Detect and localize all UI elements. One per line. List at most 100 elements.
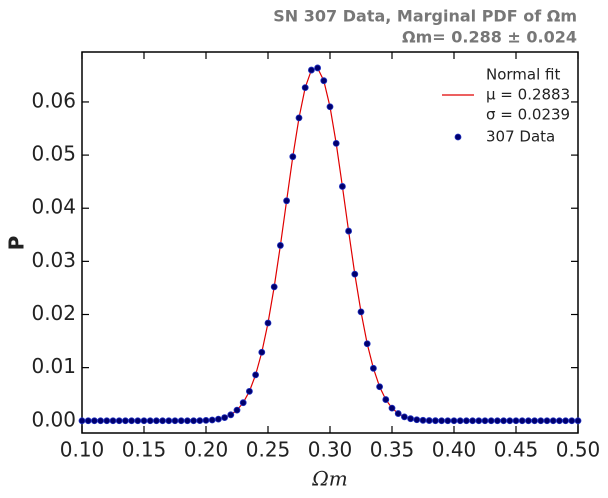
y-tick-label: 0.05: [31, 142, 76, 166]
data-point: [481, 417, 489, 425]
data-point: [456, 417, 464, 425]
y-tick-label: 0.04: [31, 195, 76, 219]
data-point: [400, 413, 408, 421]
x-tick-label: 0.30: [308, 438, 353, 462]
data-point: [208, 416, 216, 424]
data-point: [183, 417, 191, 425]
data-point: [438, 417, 446, 425]
data-point: [233, 406, 241, 414]
data-point: [171, 417, 179, 425]
data-point: [369, 364, 377, 372]
x-axis-label: Ωm: [311, 467, 348, 491]
data-point: [270, 283, 278, 291]
data-point: [332, 139, 340, 147]
data-point: [531, 417, 538, 425]
data-point: [134, 417, 142, 425]
data-point: [301, 84, 309, 92]
data-point: [431, 417, 439, 425]
data-point: [252, 371, 260, 379]
data-point: [462, 417, 470, 425]
x-tick-label: 0.25: [246, 438, 291, 462]
data-point: [444, 417, 452, 425]
data-point: [512, 417, 520, 425]
data-point: [146, 417, 154, 425]
x-tick-label: 0.50: [556, 438, 601, 462]
data-point: [376, 383, 384, 391]
data-point: [562, 417, 569, 425]
data-point: [245, 387, 253, 395]
data-point: [276, 242, 284, 249]
y-tick-label: 0.00: [31, 407, 76, 431]
data-point: [289, 153, 297, 161]
data-point: [357, 308, 365, 316]
data-point: [159, 417, 167, 425]
data-point: [122, 417, 129, 425]
data-point: [196, 417, 204, 425]
data-point: [264, 319, 272, 327]
legend-note: σ = 0.0239: [486, 106, 570, 124]
data-point: [239, 399, 247, 407]
data-point: [556, 417, 563, 425]
data-point: [345, 227, 353, 235]
data-point: [152, 417, 160, 425]
data-point: [326, 103, 334, 111]
data-point: [84, 417, 92, 425]
x-tick-label: 0.35: [370, 438, 415, 462]
data-point: [525, 417, 532, 425]
data-point: [307, 66, 315, 74]
data-point: [202, 417, 210, 424]
legend-label: Normal fit: [486, 66, 560, 84]
y-axis-label: P: [5, 236, 29, 251]
data-point: [382, 396, 390, 403]
data-point: [574, 417, 582, 425]
data-point: [338, 183, 346, 190]
data-point: [295, 114, 303, 122]
x-tick-label: 0.20: [184, 438, 229, 462]
data-point: [115, 417, 123, 425]
data-point: [543, 417, 551, 425]
data-point: [283, 197, 291, 205]
data-point: [227, 411, 235, 419]
data-point: [568, 417, 576, 425]
data-point: [425, 417, 433, 424]
data-point: [165, 417, 173, 425]
x-tick-label: 0.45: [494, 438, 539, 462]
data-point: [258, 348, 266, 356]
data-point: [469, 417, 477, 425]
data-point: [190, 417, 198, 425]
data-point: [214, 415, 222, 423]
data-point: [351, 270, 359, 278]
x-tick-label: 0.10: [60, 438, 105, 462]
y-tick-label: 0.03: [31, 248, 76, 272]
y-tick-label: 0.01: [31, 354, 76, 378]
data-point: [363, 340, 371, 348]
data-point: [91, 417, 98, 425]
data-point: [221, 414, 229, 421]
y-tick-label: 0.02: [31, 301, 76, 325]
data-point: [177, 417, 185, 425]
legend-swatch: [454, 133, 462, 141]
chart-title: SN 307 Data, Marginal PDF of Ωm: [273, 7, 577, 26]
data-point: [487, 417, 495, 425]
data-point: [413, 416, 421, 424]
data-point: [394, 410, 402, 417]
legend-label: 307 Data: [486, 128, 555, 146]
data-point: [320, 77, 328, 85]
data-point: [103, 417, 111, 425]
chart-subtitle: Ωm= 0.288 ± 0.024: [402, 28, 577, 47]
data-point: [475, 417, 483, 425]
data-point: [419, 416, 427, 424]
data-point: [537, 417, 545, 425]
data-point: [450, 417, 458, 425]
data-point: [109, 417, 117, 425]
data-point: [388, 404, 396, 412]
y-tick-label: 0.06: [31, 88, 76, 112]
x-tick-label: 0.15: [122, 438, 167, 462]
data-point: [506, 417, 514, 425]
data-point: [128, 417, 136, 425]
data-point: [493, 417, 501, 425]
data-point: [549, 417, 557, 425]
data-point: [97, 417, 104, 425]
